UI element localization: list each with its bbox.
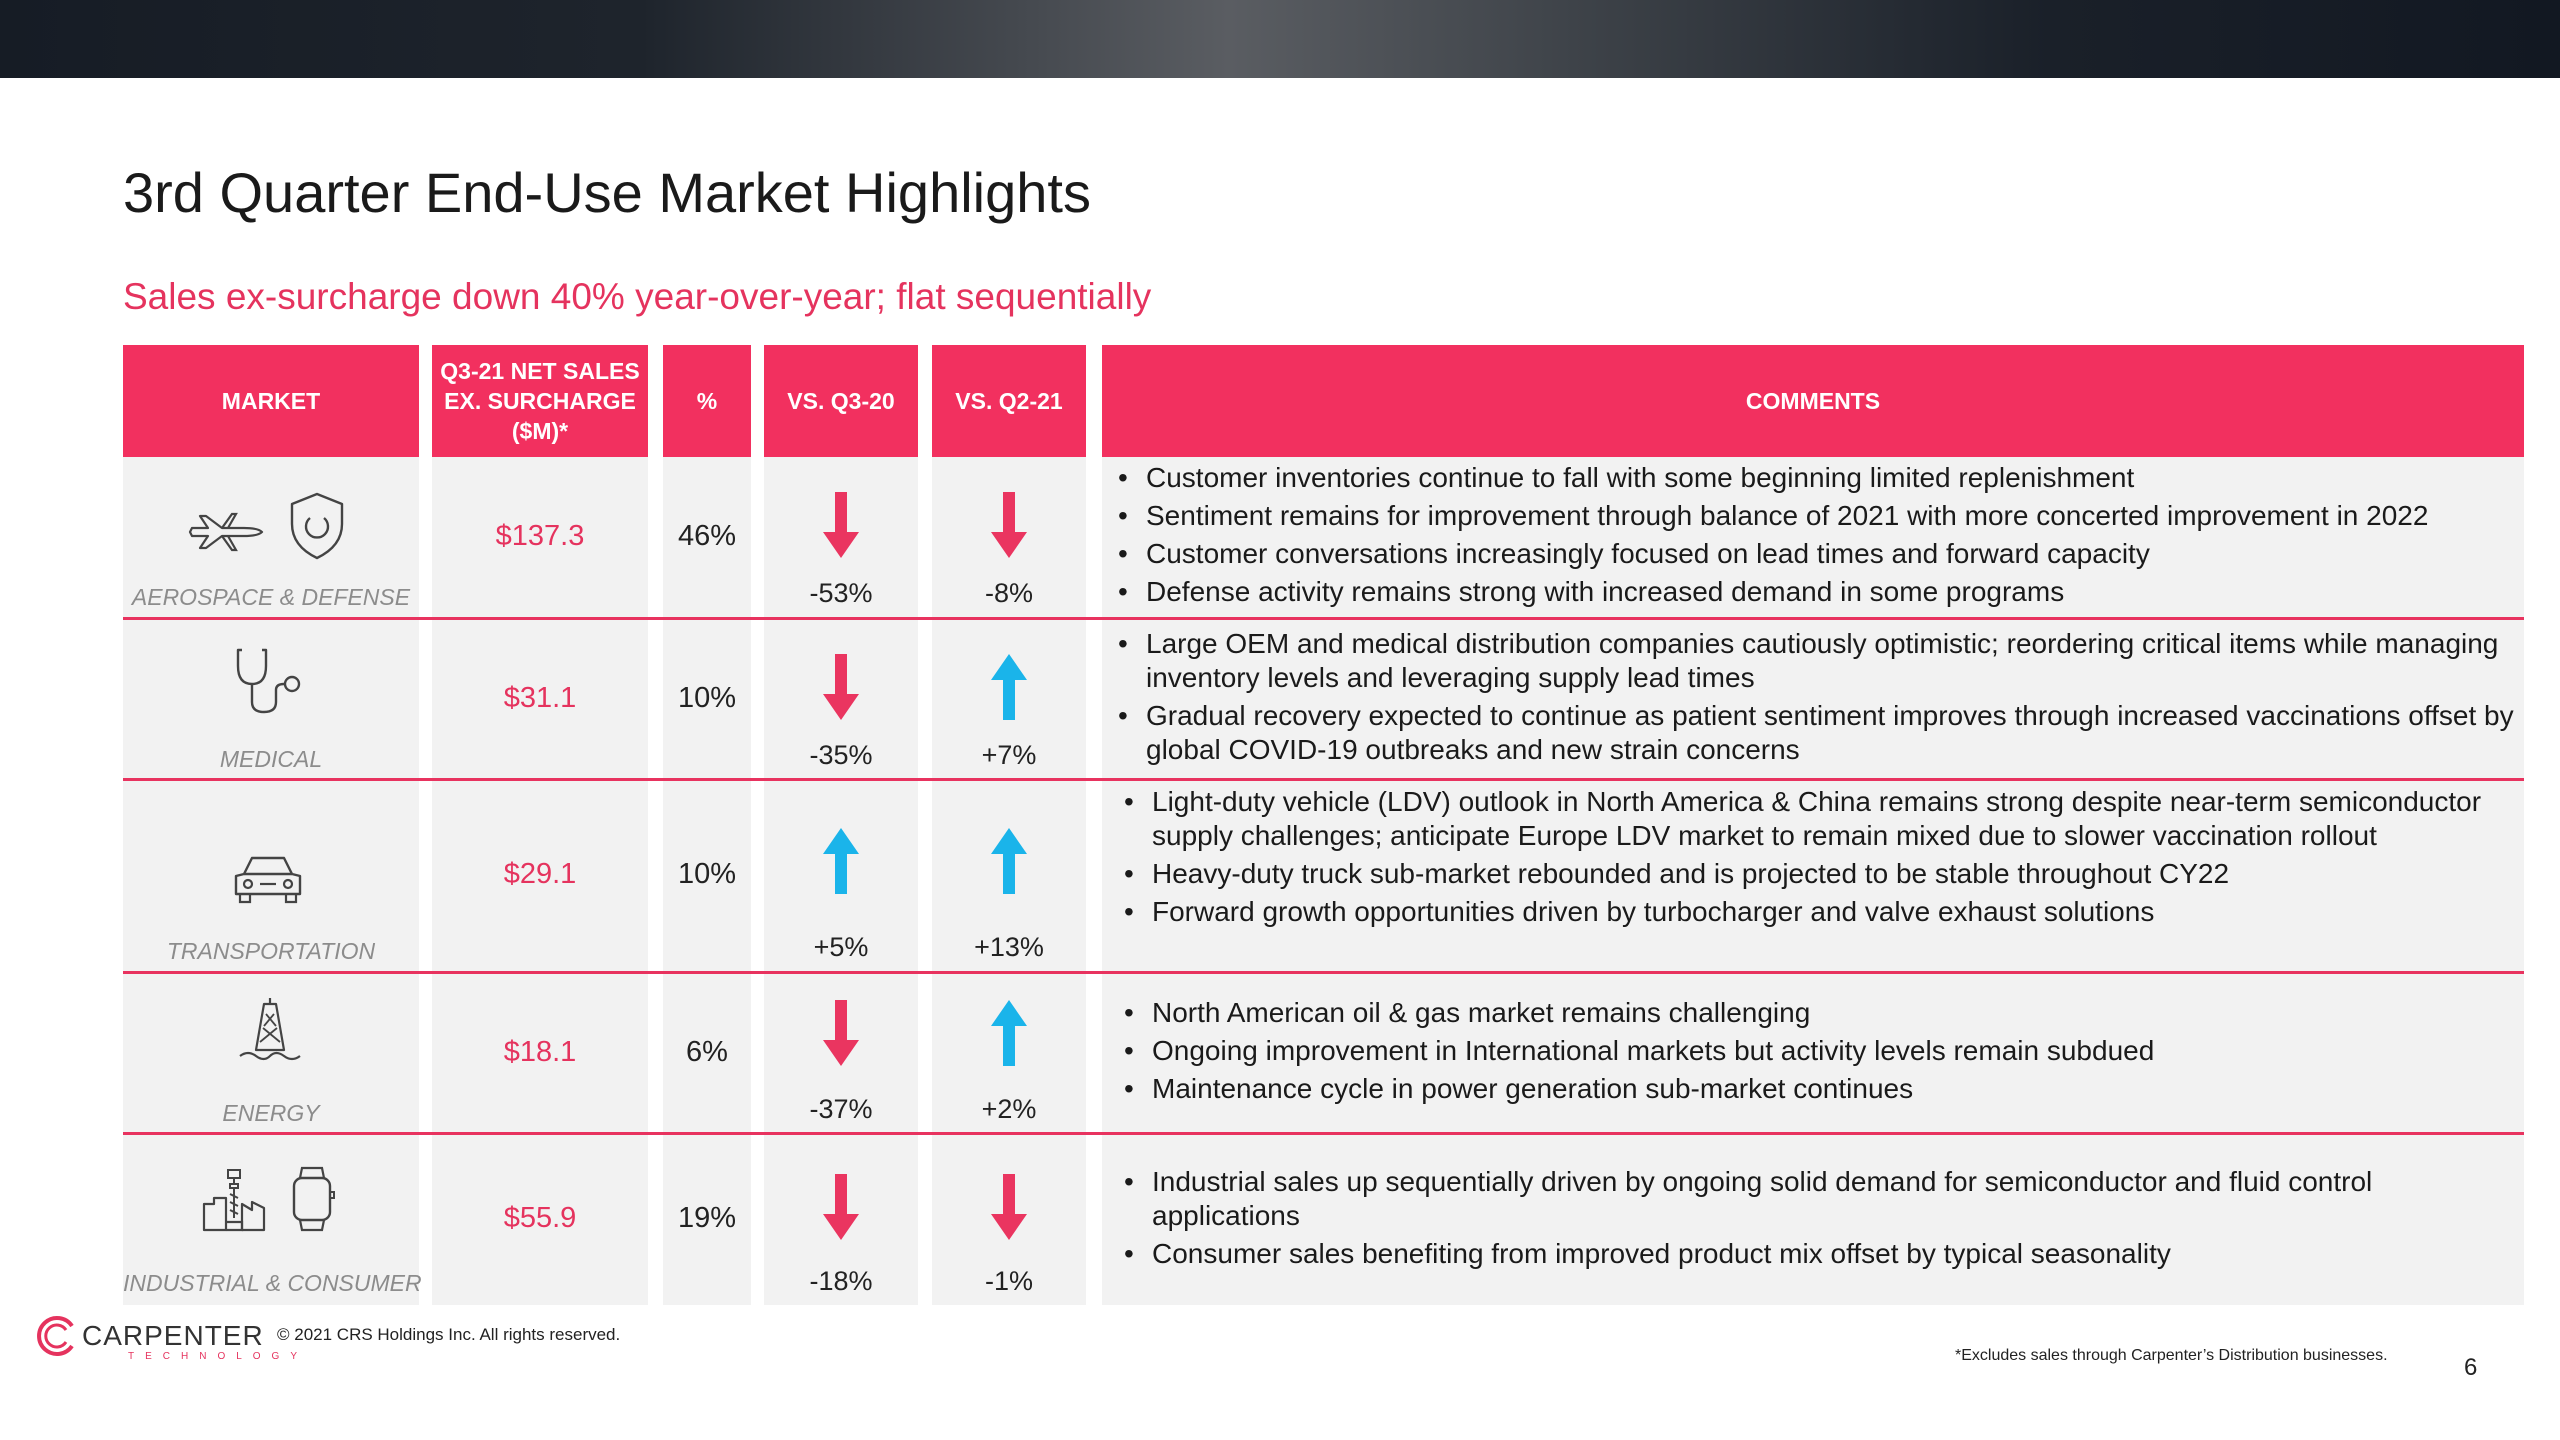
- percent-value: 10%: [677, 858, 737, 890]
- up-arrow-icon: [932, 652, 1086, 722]
- down-arrow-icon: [932, 490, 1086, 560]
- header-vs-q2-21: VS. Q2-21: [932, 345, 1086, 457]
- percent-value: 46%: [677, 520, 737, 552]
- row-divider: [123, 778, 2524, 781]
- vs-q3-20-value: -53%: [809, 578, 873, 608]
- stethoscope-icon: [236, 648, 301, 714]
- page-number: 6: [2464, 1354, 2478, 1381]
- header-percent: %: [663, 345, 751, 457]
- airplane-icon: [188, 512, 264, 552]
- percent-value: 6%: [686, 1036, 728, 1068]
- up-arrow-icon: [932, 826, 1086, 896]
- comment-item: Customer inventories continue to fall wi…: [1118, 461, 2518, 495]
- header-comments: COMMENTS: [1102, 345, 2524, 457]
- down-arrow-icon: [764, 490, 918, 560]
- page-title: 3rd Quarter End-Use Market Highlights: [123, 161, 1091, 224]
- shield-icon: [290, 492, 344, 560]
- down-arrow-icon: [932, 1172, 1086, 1242]
- vs-q2-21-value: +2%: [981, 1094, 1037, 1124]
- vs-q3-20-value: -18%: [809, 1266, 873, 1296]
- page-subtitle: Sales ex-surcharge down 40% year-over-ye…: [123, 276, 1152, 317]
- down-arrow-icon: [764, 998, 918, 1068]
- comment-item: Light-duty vehicle (LDV) outlook in Nort…: [1124, 785, 2514, 853]
- percent-value: 10%: [677, 682, 737, 714]
- net-sales-value: $29.1: [503, 858, 577, 890]
- market-label: ENERGY: [222, 1100, 320, 1126]
- row-divider: [123, 971, 2524, 974]
- company-logo-subtext: TECHNOLOGY: [128, 1351, 309, 1362]
- comment-item: Consumer sales benefiting from improved …: [1124, 1237, 2514, 1271]
- net-sales-value: $18.1: [503, 1036, 577, 1068]
- header-net-sales: Q3-21 NET SALES EX. SURCHARGE ($M)*: [432, 345, 648, 457]
- factory-drill-icon: [202, 1169, 266, 1232]
- market-label: INDUSTRIAL & CONSUMER: [123, 1270, 422, 1296]
- vs-q3-20-value: +5%: [813, 932, 869, 962]
- net-sales-value: $31.1: [503, 682, 577, 714]
- vs-q2-21-value: -1%: [984, 1266, 1033, 1296]
- header-vs-q3-20: VS. Q3-20: [764, 345, 918, 457]
- top-banner: [0, 0, 2560, 78]
- carpenter-logo-icon: [37, 1316, 74, 1356]
- oil-rig-icon: [239, 998, 301, 1061]
- comments-list: Industrial sales up sequentially driven …: [1124, 1165, 2514, 1275]
- comment-item: Ongoing improvement in International mar…: [1124, 1034, 2514, 1068]
- down-arrow-icon: [764, 652, 918, 722]
- footnote: *Excludes sales through Carpenter’s Dist…: [1955, 1347, 2388, 1364]
- vs-q2-21-value: +7%: [981, 740, 1037, 770]
- comment-item: Sentiment remains for improvement throug…: [1118, 499, 2518, 533]
- comment-item: Forward growth opportunities driven by t…: [1124, 895, 2514, 929]
- comment-item: Heavy-duty truck sub-market rebounded an…: [1124, 857, 2514, 891]
- comments-list: Light-duty vehicle (LDV) outlook in Nort…: [1124, 785, 2514, 933]
- comments-list: Large OEM and medical distribution compa…: [1118, 627, 2518, 771]
- comment-item: Large OEM and medical distribution compa…: [1118, 627, 2518, 695]
- car-icon: [234, 856, 302, 904]
- comment-item: Maintenance cycle in power generation su…: [1124, 1072, 2514, 1106]
- comment-item: Gradual recovery expected to continue as…: [1118, 699, 2518, 767]
- comment-item: North American oil & gas market remains …: [1124, 996, 2514, 1030]
- comment-item: Industrial sales up sequentially driven …: [1124, 1165, 2514, 1233]
- up-arrow-icon: [932, 998, 1086, 1068]
- header-market: MARKET: [123, 345, 419, 457]
- market-label: MEDICAL: [219, 746, 323, 772]
- market-label: AEROSPACE & DEFENSE: [131, 584, 411, 610]
- percent-value: 19%: [677, 1202, 737, 1234]
- smartwatch-icon: [292, 1166, 335, 1232]
- row-divider: [123, 1132, 2524, 1135]
- net-sales-value: $55.9: [503, 1202, 577, 1234]
- comment-item: Defense activity remains strong with inc…: [1118, 575, 2518, 609]
- company-logo-text: CARPENTER: [82, 1320, 264, 1351]
- row-divider: [123, 617, 2524, 620]
- comment-item: Customer conversations increasingly focu…: [1118, 537, 2518, 571]
- comments-list: North American oil & gas market remains …: [1124, 996, 2514, 1110]
- comments-list: Customer inventories continue to fall wi…: [1118, 461, 2518, 613]
- market-label: TRANSPORTATION: [166, 938, 376, 964]
- net-sales-value: $137.3: [495, 520, 585, 552]
- down-arrow-icon: [764, 1172, 918, 1242]
- vs-q3-20-value: -35%: [809, 740, 873, 770]
- vs-q2-21-value: -8%: [984, 578, 1033, 608]
- vs-q3-20-value: -37%: [809, 1094, 873, 1124]
- copyright: © 2021 CRS Holdings Inc. All rights rese…: [277, 1325, 621, 1344]
- up-arrow-icon: [764, 826, 918, 896]
- vs-q2-21-value: +13%: [974, 932, 1044, 962]
